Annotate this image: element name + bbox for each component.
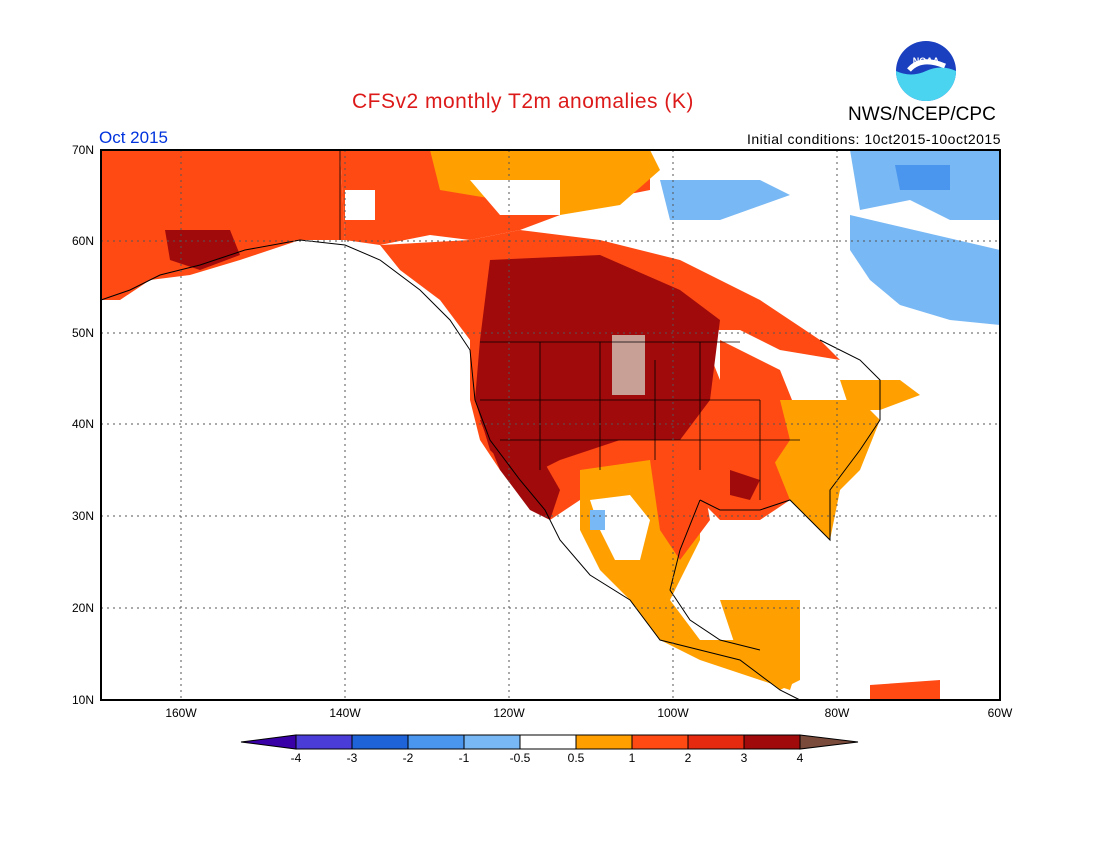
colorbar-segment xyxy=(687,734,745,750)
lon-label: 120W xyxy=(493,706,525,720)
lat-label: 60N xyxy=(72,234,94,248)
lat-label: 10N xyxy=(72,693,94,707)
colorbar-label: 3 xyxy=(741,751,748,765)
colorbar-segment xyxy=(743,734,801,750)
colorbar-segment xyxy=(799,734,859,750)
noaa-logo: NOAA xyxy=(896,41,956,101)
colorbar-segment xyxy=(407,734,465,750)
colorbar-label: -2 xyxy=(403,751,414,765)
lat-label: 30N xyxy=(72,509,94,523)
lat-label: 40N xyxy=(72,417,94,431)
boundaries xyxy=(339,150,800,500)
graticule xyxy=(101,150,1000,700)
lat-label: 20N xyxy=(72,601,94,615)
color-bar xyxy=(240,734,859,750)
colorbar-labels: -4 -3 -2 -1 -0.5 0.5 1 2 3 4 xyxy=(291,751,804,765)
initial-conditions: Initial conditions: 10ct2015-10oct2015 xyxy=(746,131,1001,147)
colorbar-label: -4 xyxy=(291,751,302,765)
colorbar-segment xyxy=(295,734,353,750)
lat-label: 50N xyxy=(72,326,94,340)
colorbar-segment xyxy=(575,734,633,750)
forecast-period: Oct 2015 xyxy=(99,128,168,147)
colorbar-label: -3 xyxy=(347,751,358,765)
colorbar-segment xyxy=(351,734,409,750)
lon-label: 160W xyxy=(165,706,197,720)
map-shading xyxy=(101,150,1000,700)
colorbar-label: 1 xyxy=(629,751,636,765)
svg-text:NOAA: NOAA xyxy=(913,56,940,66)
colorbar-segment xyxy=(463,734,521,750)
colorbar-label: 0.5 xyxy=(568,751,585,765)
colorbar-label: 4 xyxy=(797,751,804,765)
lon-labels: 160W 140W 120W 100W 80W 60W xyxy=(165,706,1013,720)
map-frame xyxy=(100,149,1001,701)
lon-label: 60W xyxy=(988,706,1013,720)
colorbar-segment xyxy=(631,734,689,750)
agency-label: NWS/NCEP/CPC xyxy=(848,104,996,125)
colorbar-label: -1 xyxy=(459,751,470,765)
lon-label: 100W xyxy=(657,706,689,720)
colorbar-segment xyxy=(519,734,577,750)
lat-labels: 70N 60N 50N 40N 30N 20N 10N xyxy=(72,143,94,707)
lon-label: 80W xyxy=(825,706,850,720)
colorbar-label: 2 xyxy=(685,751,692,765)
map-title: CFSv2 monthly T2m anomalies (K) xyxy=(352,90,694,113)
lat-label: 70N xyxy=(72,143,94,157)
lon-label: 140W xyxy=(329,706,361,720)
colorbar-label: -0.5 xyxy=(510,751,531,765)
colorbar-segment xyxy=(240,734,297,750)
